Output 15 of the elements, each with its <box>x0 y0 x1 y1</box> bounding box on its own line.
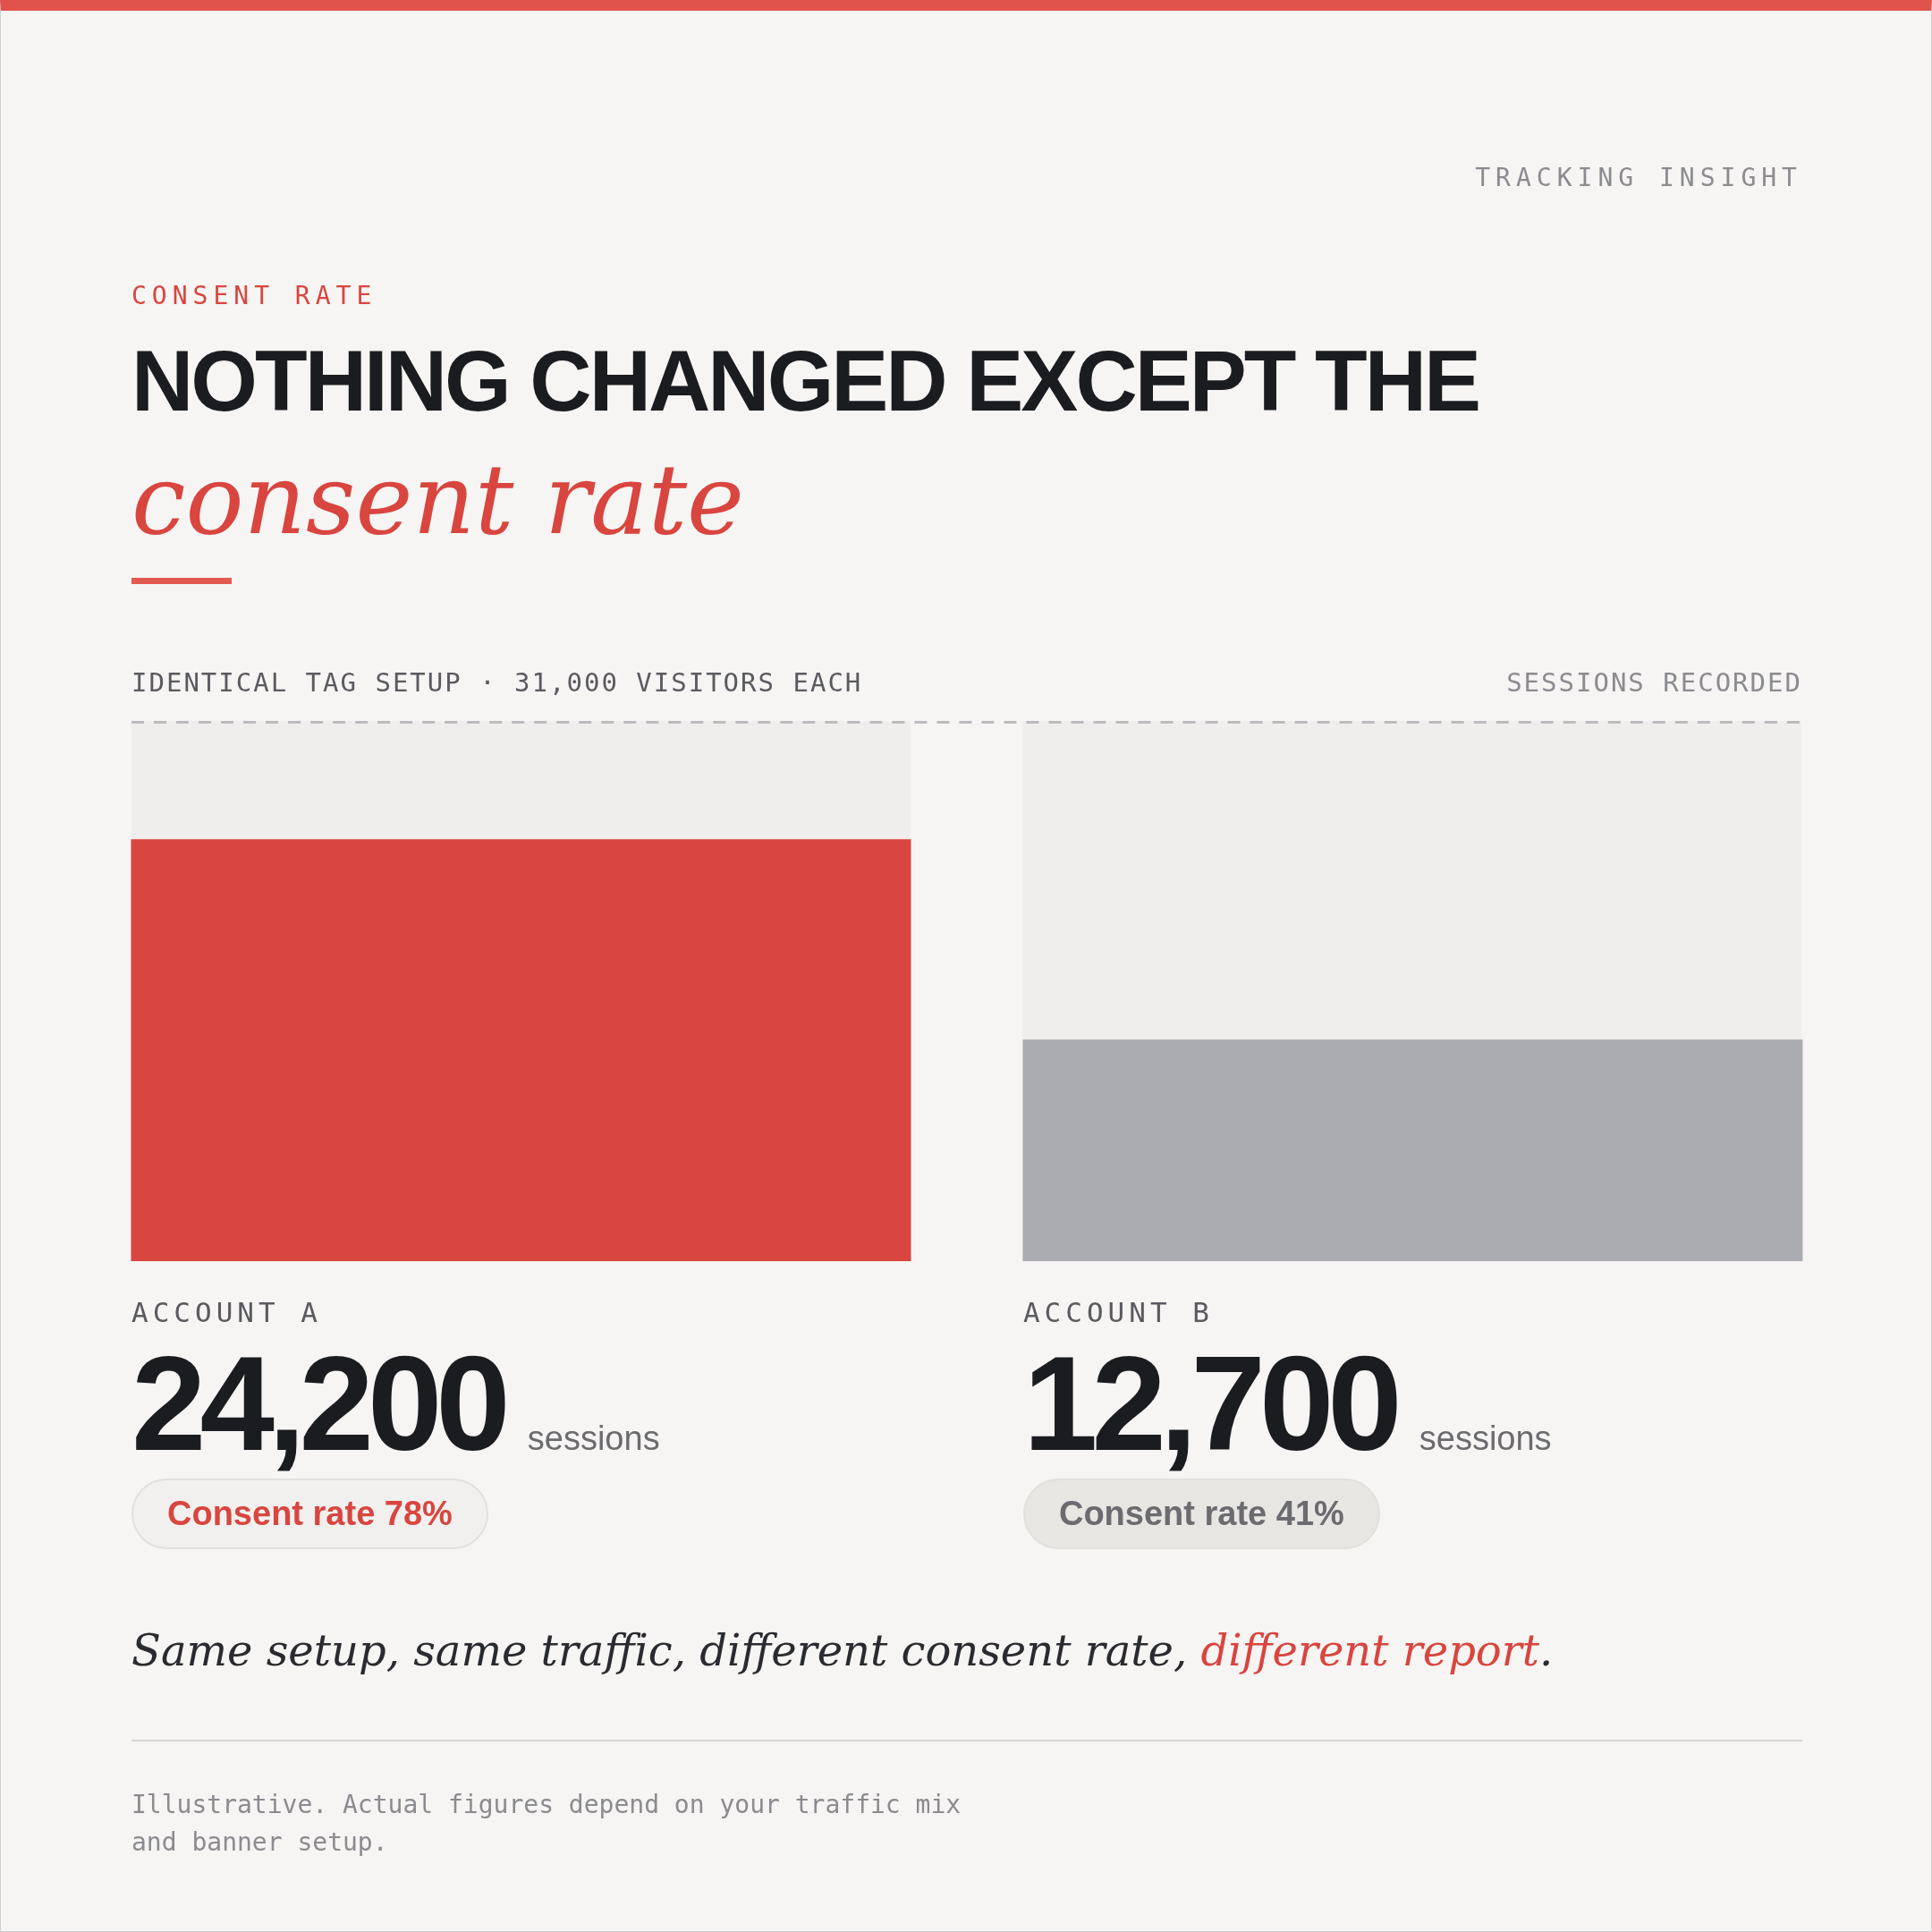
text: sessions <box>1419 1419 1552 1457</box>
data-label: 24,200 <box>131 1328 504 1479</box>
text: Same setup, same traffic, different consent rate, different report. <box>131 1625 1555 1675</box>
chart-title: NOTHING CHANGED EXCEPT THE consent rate <box>131 333 1479 555</box>
text: sessions <box>527 1419 660 1457</box>
text: Illustrative. Actual figures depend on your traffic mix and banner setup. <box>131 1789 962 1859</box>
text: TRACKING INSIGHT <box>1475 163 1802 192</box>
chart-subtitle: IDENTICAL TAG SETUP · 31,000 VISITORS EACH <box>131 667 863 698</box>
x-tick-label: ACCOUNT B <box>1022 1296 1215 1328</box>
text: CONSENT RATE <box>131 281 377 310</box>
text: Consent rate 78% <box>131 1479 488 1549</box>
data-label: 12,700 <box>1022 1328 1396 1479</box>
x-tick-label: ACCOUNT A <box>131 1296 323 1328</box>
y-axis-title: SESSIONS RECORDED <box>1506 667 1802 698</box>
text: Consent rate 41% <box>1022 1479 1380 1549</box>
